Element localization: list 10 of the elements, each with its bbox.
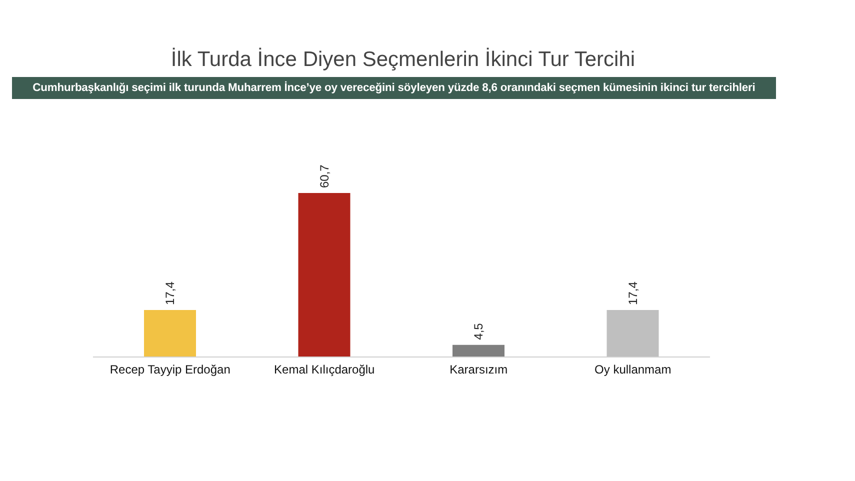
x-tick-label: Kararsızım	[450, 362, 508, 377]
chart-subtitle: Cumhurbaşkanlığı seçimi ilk turunda Muharrem İnce’ye oy vereceğini söyleyen yüzde 8,6 oranındaki seçmen kümesinin ikinci tur tercihleri	[12, 77, 776, 99]
x-tick-label: Recep Tayyip Erdoğan	[110, 362, 230, 377]
data-label: 60,7	[317, 164, 332, 188]
x-tick-label: Kemal Kılıçdaroğlu	[274, 362, 375, 377]
x-tick-label: Oy kullanmam	[594, 362, 672, 377]
data-label: 17,4	[163, 281, 178, 305]
chart-title: İlk Turda İnce Diyen Seçmenlerin İkinci Tur Tercihi	[170, 48, 636, 72]
data-label: 4,5	[472, 322, 486, 340]
data-label: 17,4	[626, 281, 640, 305]
